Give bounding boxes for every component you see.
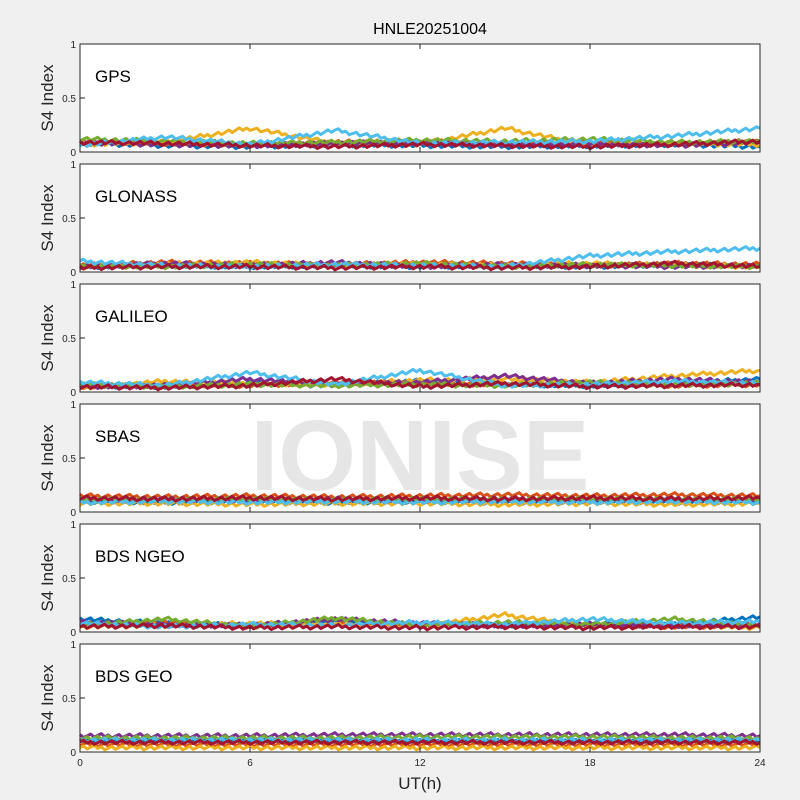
series-line bbox=[79, 367, 761, 389]
series-line bbox=[79, 138, 761, 151]
panel-label: SBAS bbox=[95, 427, 140, 446]
y-tick-label: 0.5 bbox=[62, 574, 76, 585]
panel-bds-geo: 0 0.5 1 0 6 12 18 24 S4 Index BDS GEO bbox=[38, 640, 766, 769]
y-axis-label: S4 Index bbox=[38, 304, 57, 372]
plot-area bbox=[80, 284, 760, 392]
y-axis-label: S4 Index bbox=[38, 544, 57, 612]
series-line bbox=[79, 616, 761, 630]
y-tick-label: 1 bbox=[70, 40, 76, 51]
series-line bbox=[79, 738, 761, 746]
y-tick-label: 0 bbox=[70, 628, 76, 639]
figure-title: HNLE20251004 bbox=[373, 21, 487, 38]
x-axis-label: UT(h) bbox=[398, 774, 441, 793]
y-tick-label: 0 bbox=[70, 148, 76, 159]
y-axis-label: S4 Index bbox=[38, 424, 57, 492]
x-tick-label: 18 bbox=[584, 758, 596, 769]
series-line bbox=[79, 376, 761, 392]
y-tick-label: 0 bbox=[70, 508, 76, 519]
watermark: IONISE bbox=[251, 400, 590, 512]
panel-glonass: 0 0.5 1 S4 Index GLONASS bbox=[38, 160, 761, 279]
plot-area bbox=[80, 164, 760, 272]
y-tick-label: 0 bbox=[70, 388, 76, 399]
panel-sbas: 0 0.5 1 S4 Index SBAS bbox=[38, 400, 761, 519]
y-tick-label: 1 bbox=[70, 160, 76, 171]
y-axis-label: S4 Index bbox=[38, 184, 57, 252]
y-tick-label: 0.5 bbox=[62, 454, 76, 465]
x-tick-label: 12 bbox=[414, 758, 426, 769]
panel-label: GPS bbox=[95, 67, 131, 86]
x-tick-label: 24 bbox=[754, 758, 766, 769]
y-tick-label: 0.5 bbox=[62, 694, 76, 705]
panel-gps: 0 0.5 1 S4 Index GPS bbox=[38, 40, 761, 159]
plot-area bbox=[80, 44, 760, 152]
panel-bds-ngeo: 0 0.5 1 S4 Index BDS NGEO bbox=[38, 520, 761, 639]
y-tick-label: 0.5 bbox=[62, 334, 76, 345]
y-tick-label: 1 bbox=[70, 520, 76, 531]
x-tick-label: 6 bbox=[247, 758, 253, 769]
panel-label: GALILEO bbox=[95, 307, 168, 326]
panel-label: BDS NGEO bbox=[95, 547, 185, 566]
panel-label: BDS GEO bbox=[95, 667, 172, 686]
y-axis-label: S4 Index bbox=[38, 64, 57, 132]
y-tick-label: 1 bbox=[70, 280, 76, 291]
y-tick-label: 0 bbox=[70, 748, 76, 759]
y-tick-label: 0.5 bbox=[62, 94, 76, 105]
series-line bbox=[79, 494, 761, 503]
y-tick-label: 0 bbox=[70, 268, 76, 279]
panel-galileo: 0 0.5 1 S4 Index GALILEO bbox=[38, 280, 761, 399]
plot-area bbox=[80, 524, 760, 632]
y-tick-label: 1 bbox=[70, 400, 76, 411]
y-axis-label: S4 Index bbox=[38, 664, 57, 732]
series-line bbox=[79, 259, 761, 272]
x-tick-label: 0 bbox=[77, 758, 83, 769]
y-tick-label: 1 bbox=[70, 640, 76, 651]
y-tick-label: 0.5 bbox=[62, 214, 76, 225]
panel-label: GLONASS bbox=[95, 187, 177, 206]
